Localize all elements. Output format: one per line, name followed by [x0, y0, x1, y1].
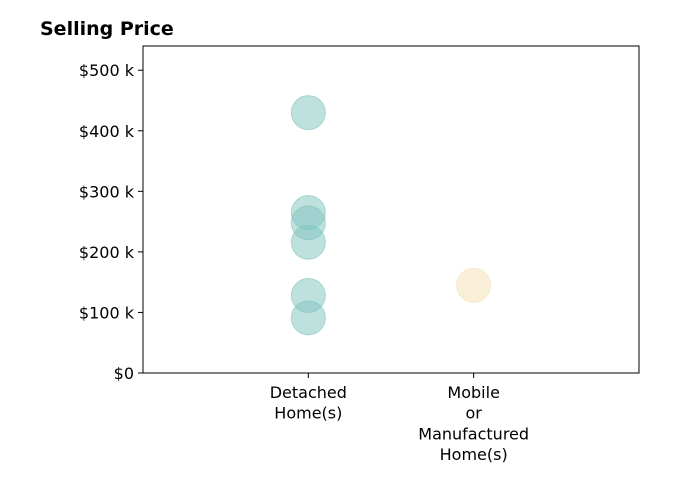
data-point [290, 95, 326, 131]
x-category-label: Home(s) [440, 445, 508, 464]
plot-area [142, 45, 640, 374]
y-tick-label: $300 k [79, 182, 135, 201]
y-tick-label: $400 k [79, 122, 135, 141]
x-category-label: Mobile [447, 383, 499, 402]
data-point [290, 224, 326, 260]
data-points [290, 95, 492, 336]
x-category-label: Home(s) [274, 404, 342, 423]
y-tick-label: $100 k [79, 303, 135, 322]
y-tick-label: $500 k [79, 61, 135, 80]
x-category-label: Manufactured [418, 424, 529, 443]
y-tick-label: $0 [114, 364, 134, 383]
data-point [456, 267, 492, 303]
chart-title: Selling Price [40, 18, 174, 40]
y-axis: $0 $100 k $200 k $300 k $400 k $500 k [79, 61, 143, 383]
x-category-label: or [465, 404, 482, 423]
plot-frame [142, 45, 640, 374]
y-tick-label: $200 k [79, 243, 135, 262]
data-point [290, 300, 326, 336]
x-category-label: Detached [270, 383, 347, 402]
